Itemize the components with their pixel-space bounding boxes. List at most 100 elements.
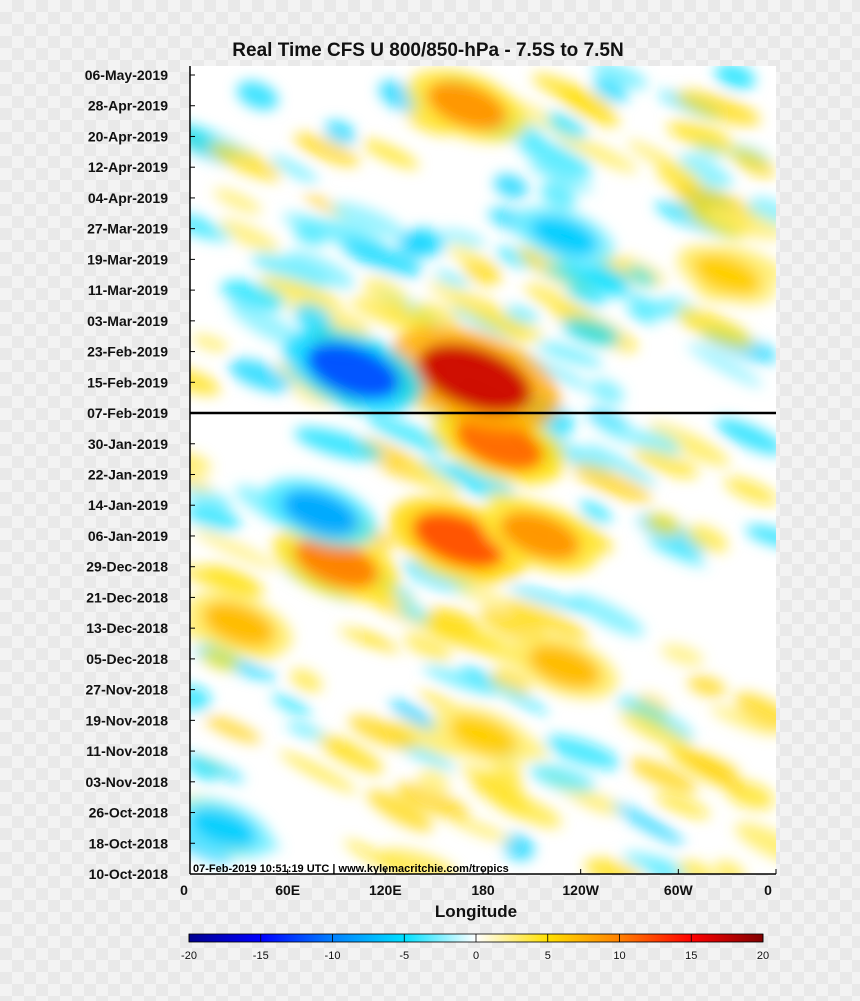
y-tick-label: 18-Oct-2018 (89, 835, 169, 851)
anomaly-streak (532, 73, 613, 115)
y-tick-label: 07-Feb-2019 (87, 405, 168, 421)
colorbar-tick-label: -15 (253, 950, 269, 962)
anomaly-streak (293, 302, 333, 333)
anomaly-streak (356, 631, 400, 653)
anomaly-streak (517, 135, 593, 178)
anomaly-streak (627, 140, 697, 180)
anomaly-streak (429, 281, 482, 315)
y-tick-label: 19-Nov-2018 (86, 712, 169, 728)
anomaly-streak (453, 582, 512, 609)
anomaly-streak (367, 415, 452, 455)
y-tick-label: 13-Dec-2018 (86, 620, 168, 636)
y-tick-label: 23-Feb-2019 (87, 344, 168, 360)
anomaly-streak (648, 422, 730, 467)
anomaly-streak (434, 270, 470, 289)
anomaly-streak (344, 839, 417, 874)
anomaly-streak (570, 593, 645, 636)
anomaly-streak (592, 77, 628, 104)
anomaly-streak (680, 752, 747, 792)
anomaly-streak (634, 298, 677, 318)
x-axis: 0 60E 120E 180 120W 60W 0 (180, 869, 777, 898)
anomaly-streak (412, 303, 461, 325)
anomaly-streak (405, 109, 454, 135)
anomaly-streak (675, 90, 761, 126)
anomaly-streak (403, 460, 460, 497)
anomaly-streak (508, 585, 589, 612)
anomaly-streak (544, 735, 621, 769)
anomaly-streak (493, 174, 529, 199)
x-tick-label: 0 (180, 882, 188, 898)
y-tick-label: 04-Apr-2019 (88, 190, 168, 206)
colorbar-ticks: -20 -15 -10 -5 0 5 10 15 20 (181, 934, 769, 962)
anomaly-streak (687, 343, 763, 388)
anomaly-streak (190, 367, 221, 396)
chart-title: Real Time CFS U 800/850-hPa - 7.5S to 7.… (232, 40, 623, 61)
anomaly-streak (218, 219, 280, 253)
anomaly-streak (456, 624, 530, 667)
anomaly-streak (425, 607, 479, 636)
anomaly-streak (617, 696, 694, 742)
anomaly-streak (201, 648, 240, 671)
anomaly-streak (389, 700, 439, 731)
anomaly-streak (403, 633, 452, 662)
y-tick-label: 19-Mar-2019 (87, 251, 168, 267)
anomaly-streak (289, 669, 323, 693)
anomaly-streak (190, 504, 241, 532)
anomaly-streak (447, 244, 483, 264)
anomaly-streak (590, 379, 624, 405)
y-tick-label: 21-Dec-2018 (86, 589, 168, 605)
anomaly-streak (190, 486, 232, 511)
anomaly-streak (505, 598, 589, 640)
anomaly-streak (190, 762, 216, 782)
anomaly-streak (259, 274, 340, 304)
anomaly-streak (715, 66, 756, 90)
colorbar-tick-label: 10 (613, 950, 625, 962)
anomaly-streak (566, 285, 605, 308)
x-tick-label: 180 (471, 882, 495, 898)
x-tick-label: 60E (275, 882, 300, 898)
anomaly-streak (190, 213, 232, 242)
anomaly-streak (565, 265, 643, 300)
anomaly-streak (190, 685, 211, 712)
y-tick-label: 22-Jan-2019 (88, 467, 168, 483)
anomaly-streak (190, 753, 245, 782)
anomaly-streak (678, 153, 734, 188)
y-tick-label: 12-Apr-2019 (88, 159, 168, 175)
anomaly-streak (269, 155, 319, 183)
anomaly-streak (647, 539, 707, 567)
anomaly-feature (418, 343, 532, 414)
anomaly-streak (572, 463, 653, 503)
anomaly-streak (441, 229, 486, 248)
y-tick-label: 06-May-2019 (85, 67, 168, 83)
anomaly-feature (306, 342, 400, 400)
y-tick-label: 28-Apr-2019 (88, 98, 168, 114)
anomaly-streak (397, 602, 433, 623)
y-tick-label: 10-Oct-2018 (89, 866, 169, 882)
anomaly-streak (208, 142, 283, 181)
y-tick-label: 20-Apr-2019 (88, 128, 168, 144)
anomaly-streak (745, 525, 776, 548)
anomaly-streak (579, 500, 612, 524)
y-tick-label: 06-Jan-2019 (88, 528, 168, 544)
anomaly-streak (383, 720, 471, 757)
anomaly-streak (626, 266, 657, 286)
anomaly-streak (612, 802, 685, 846)
anomaly-streak (361, 139, 419, 169)
anomaly-streak (555, 132, 638, 173)
anomaly-streak (655, 794, 710, 818)
anomaly-streak (677, 860, 715, 874)
colorbar-tick-label: -20 (181, 950, 197, 962)
anomaly-streak (423, 665, 498, 696)
anomaly-streak (341, 239, 423, 277)
colorbar-tick-label: -5 (399, 950, 409, 962)
anomaly-streak (592, 66, 648, 89)
anomaly-streak (646, 513, 682, 536)
y-tick-label: 03-Nov-2018 (86, 774, 169, 790)
y-tick-label: 15-Feb-2019 (87, 374, 168, 390)
anomaly-streak (687, 676, 726, 697)
anomaly-feature (190, 807, 257, 849)
colorbar-tick-label: 0 (473, 950, 479, 962)
anomaly-streak (190, 452, 212, 474)
anomaly-streak (705, 206, 776, 240)
anomaly-streak (366, 790, 433, 832)
